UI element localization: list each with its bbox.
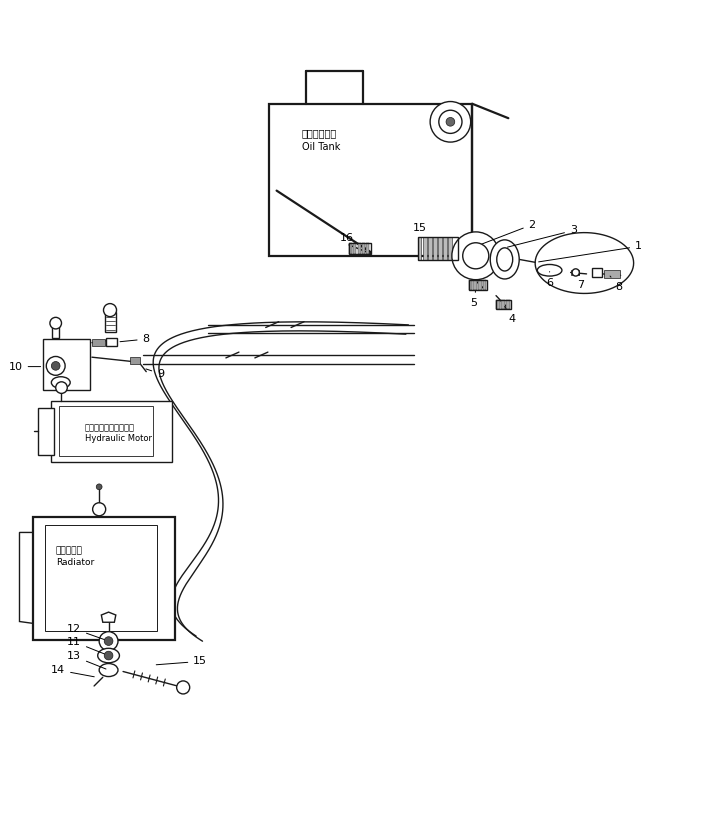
Bar bbox=[468, 280, 487, 290]
Bar bbox=[483, 280, 486, 290]
Bar bbox=[358, 244, 361, 253]
Text: 10: 10 bbox=[9, 361, 41, 372]
Bar bbox=[571, 270, 579, 276]
Bar bbox=[473, 280, 477, 290]
Circle shape bbox=[446, 118, 455, 126]
Bar bbox=[269, 104, 472, 256]
Bar bbox=[501, 300, 505, 309]
Text: 13: 13 bbox=[67, 651, 106, 669]
Ellipse shape bbox=[97, 649, 119, 663]
Text: 8: 8 bbox=[610, 276, 622, 292]
Bar bbox=[438, 237, 442, 260]
Bar bbox=[362, 244, 365, 253]
Bar bbox=[52, 323, 60, 337]
Bar bbox=[449, 237, 452, 260]
Circle shape bbox=[457, 246, 470, 261]
Bar bbox=[496, 300, 499, 309]
Circle shape bbox=[99, 632, 118, 650]
Circle shape bbox=[104, 651, 113, 660]
Polygon shape bbox=[20, 532, 36, 624]
Bar bbox=[428, 237, 432, 260]
Circle shape bbox=[103, 304, 116, 317]
Bar bbox=[33, 517, 175, 639]
Bar bbox=[349, 244, 352, 253]
Bar bbox=[366, 244, 369, 253]
Text: 12: 12 bbox=[67, 624, 106, 640]
Bar bbox=[105, 312, 116, 332]
Bar bbox=[38, 408, 54, 455]
Bar bbox=[478, 280, 481, 290]
Text: 7: 7 bbox=[577, 272, 585, 291]
Circle shape bbox=[96, 484, 102, 490]
Text: 1: 1 bbox=[539, 241, 642, 262]
Circle shape bbox=[50, 318, 62, 329]
Circle shape bbox=[56, 382, 68, 393]
Circle shape bbox=[92, 503, 105, 516]
Bar bbox=[51, 401, 172, 463]
Circle shape bbox=[439, 110, 462, 133]
Text: Oil Tank: Oil Tank bbox=[302, 142, 340, 152]
Ellipse shape bbox=[497, 248, 513, 271]
Bar bbox=[418, 237, 458, 260]
Text: 5: 5 bbox=[470, 291, 478, 308]
Circle shape bbox=[104, 637, 113, 645]
Text: 4: 4 bbox=[505, 306, 515, 323]
Polygon shape bbox=[535, 233, 634, 294]
Circle shape bbox=[462, 243, 489, 269]
Bar bbox=[45, 525, 157, 631]
Text: 8: 8 bbox=[120, 334, 150, 344]
Bar bbox=[604, 270, 620, 277]
Bar bbox=[130, 357, 140, 365]
Circle shape bbox=[572, 269, 579, 276]
Ellipse shape bbox=[52, 377, 71, 388]
Text: 15: 15 bbox=[413, 222, 427, 233]
Circle shape bbox=[177, 681, 190, 694]
Bar bbox=[349, 244, 371, 253]
Text: 2: 2 bbox=[478, 220, 536, 245]
Bar bbox=[418, 237, 422, 260]
Bar bbox=[592, 268, 603, 277]
Text: 9: 9 bbox=[146, 369, 164, 379]
Bar bbox=[468, 280, 472, 290]
Text: Radiator: Radiator bbox=[56, 558, 94, 567]
Circle shape bbox=[52, 361, 60, 370]
Bar bbox=[353, 244, 356, 253]
Bar bbox=[92, 339, 105, 346]
Circle shape bbox=[452, 232, 499, 280]
Text: 3: 3 bbox=[507, 226, 577, 247]
Bar bbox=[506, 300, 510, 309]
Bar bbox=[496, 300, 511, 309]
Bar bbox=[433, 237, 437, 260]
Text: 16: 16 bbox=[340, 233, 354, 243]
Text: 14: 14 bbox=[51, 665, 95, 677]
Ellipse shape bbox=[537, 264, 562, 276]
Bar bbox=[44, 339, 90, 390]
Bar bbox=[423, 237, 427, 260]
Bar bbox=[105, 338, 117, 346]
Text: 15: 15 bbox=[156, 657, 207, 667]
Bar bbox=[60, 407, 153, 457]
Circle shape bbox=[430, 101, 470, 142]
Ellipse shape bbox=[490, 239, 519, 279]
Text: オイルタンク: オイルタンク bbox=[302, 128, 337, 137]
Bar bbox=[443, 237, 447, 260]
Circle shape bbox=[47, 356, 65, 375]
Text: 6: 6 bbox=[546, 272, 553, 287]
Text: ラジエータ: ラジエータ bbox=[56, 546, 83, 556]
Polygon shape bbox=[101, 612, 116, 622]
Text: ハイドロリックモータ: ハイドロリックモータ bbox=[84, 423, 134, 432]
Ellipse shape bbox=[99, 663, 118, 677]
Text: Hydraulic Motor: Hydraulic Motor bbox=[84, 434, 152, 443]
Text: 11: 11 bbox=[67, 637, 106, 654]
